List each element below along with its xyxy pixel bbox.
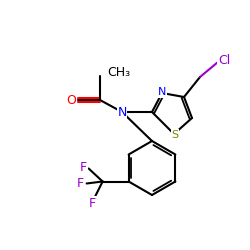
Text: Cl: Cl <box>218 54 230 68</box>
Text: F: F <box>80 161 87 174</box>
Text: O: O <box>66 94 76 106</box>
Text: F: F <box>77 177 84 190</box>
Text: F: F <box>89 197 96 210</box>
Text: N: N <box>117 106 127 118</box>
Text: S: S <box>172 130 178 140</box>
Text: CH₃: CH₃ <box>107 66 130 78</box>
Text: N: N <box>158 87 166 97</box>
